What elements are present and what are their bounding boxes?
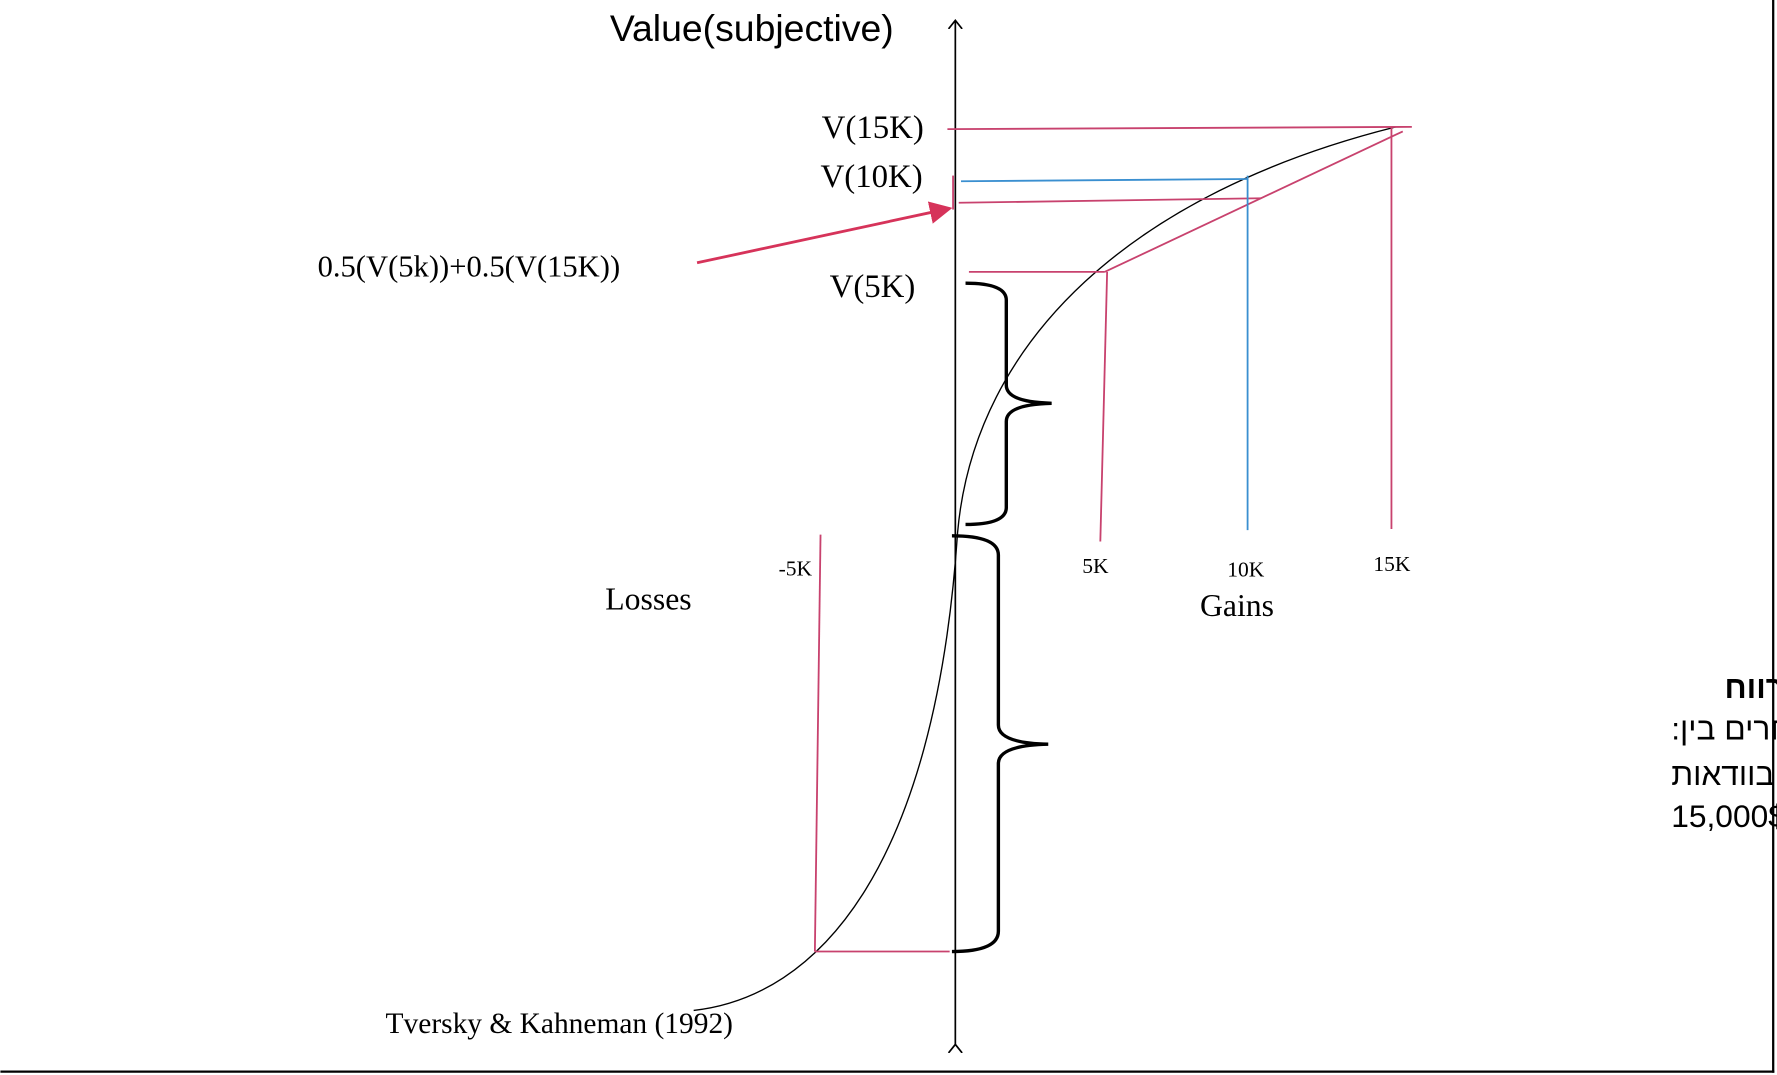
- label-v15k: V(15K): [822, 110, 924, 146]
- axis-title: Value(subjective): [610, 7, 894, 49]
- text-line-1: כשבוחרים בין:: [1671, 711, 1777, 747]
- tick-15k: 15K: [1373, 552, 1411, 576]
- certain-10k-guides: [960, 175, 1249, 531]
- expected-value-arrow: [696, 201, 953, 265]
- label-expected-value: 0.5(V(5k))+0.5(V(15K)): [318, 249, 621, 283]
- value-curve: [693, 126, 1397, 1012]
- label-v5k: V(5K): [830, 269, 916, 305]
- gain-brace: [965, 281, 1052, 527]
- label-losses: Losses: [605, 581, 691, 616]
- citation: Tversky & Kahneman (1992): [386, 1008, 733, 1040]
- label-gains: Gains: [1200, 588, 1274, 623]
- loss-brace: [951, 534, 1049, 954]
- text-line-2: (1) קבלת 10,000$ בוודאות: [1671, 756, 1777, 792]
- tick-10k: 10K: [1227, 558, 1265, 582]
- tick-5k: 5K: [1082, 554, 1109, 578]
- gain-guides: [947, 125, 1412, 542]
- text-line-3: (2) סיכוי של 50/50 לזכות ב-5,000$ או ב-1…: [1671, 798, 1777, 834]
- loss-guides: [813, 534, 950, 953]
- tick-neg5k: -5K: [779, 556, 813, 580]
- label-v10k: V(10K): [821, 159, 923, 195]
- text-title: רווח: [1724, 669, 1777, 705]
